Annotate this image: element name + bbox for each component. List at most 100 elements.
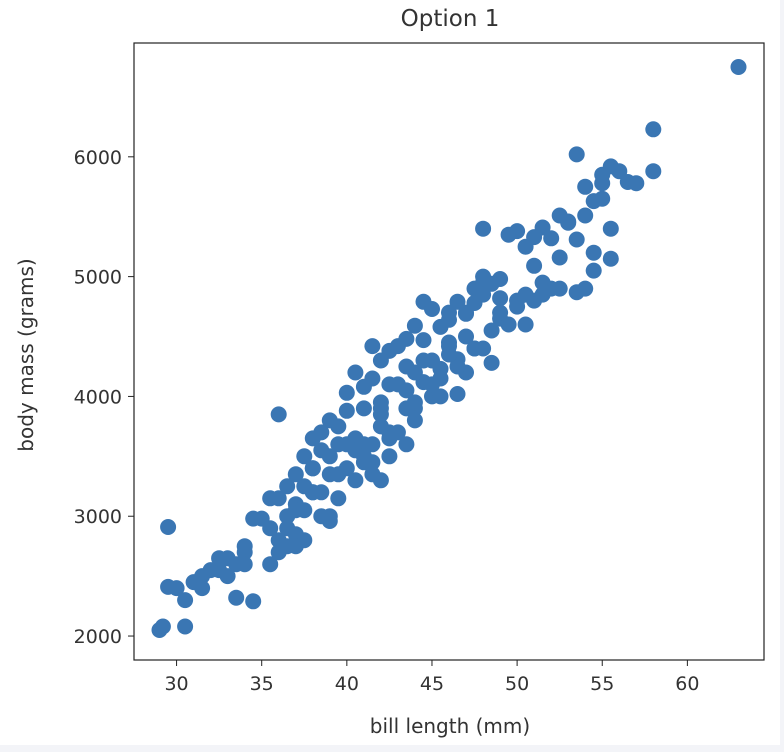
data-point [458,328,474,345]
data-point [534,274,551,291]
x-axis-ticks: 30 35 40 45 50 55 60 [164,660,699,695]
data-point [577,280,594,297]
data-point [568,231,585,248]
data-point [441,346,457,363]
data-point [287,466,304,483]
data-point [475,340,492,357]
chart-title: Option 1 [401,6,500,32]
data-point [406,394,423,411]
data-point [304,460,321,477]
x-tick-label: 60 [675,673,699,695]
data-point [364,370,381,387]
data-point [347,472,364,489]
data-point [628,175,645,192]
y-tick-label: 5000 [74,267,122,289]
x-tick-label: 30 [164,673,188,695]
y-axis-label: body mass (grams) [14,258,38,451]
data-point [585,262,602,279]
data-point [492,304,509,321]
y-tick-label: 4000 [74,386,122,408]
data-point [160,578,177,595]
data-point [449,386,466,402]
data-point [432,318,449,335]
data-point [177,618,194,635]
data-point [449,293,466,310]
data-point [236,556,253,573]
data-point [415,293,432,310]
data-point [287,538,304,555]
data-point [585,244,602,261]
data-point [432,360,449,377]
x-tick-label: 40 [335,673,359,695]
data-point [526,292,543,309]
data-point [262,520,279,537]
data-point [594,190,611,207]
data-point [475,268,492,285]
data-point [154,618,171,635]
data-point [551,249,568,266]
plot-frame [133,42,765,661]
data-point [372,352,389,369]
data-point [551,280,568,297]
data-point [602,220,619,237]
data-point [526,229,543,246]
x-tick-label: 45 [420,673,444,695]
data-point [509,298,526,315]
data-point [338,402,355,419]
y-axis-ticks: 2000 3000 4000 5000 6000 [74,147,134,648]
data-point [381,448,398,465]
y-tick-label: 3000 [74,506,122,528]
data-point [483,354,500,371]
data-point [279,520,296,537]
data-point [449,358,466,375]
data-point [398,436,415,453]
data-point [372,418,389,435]
data-point [406,317,423,334]
data-point [594,175,611,192]
data-point [245,510,262,527]
points-layer [151,59,747,638]
data-point [364,466,381,483]
data-point [543,230,560,247]
data-point [330,466,347,483]
data-point [509,223,526,240]
data-point [517,316,534,333]
data-point [194,580,211,597]
data-point [483,322,500,339]
data-point [526,257,543,274]
data-point [279,478,296,495]
data-point [424,376,440,393]
data-point [355,448,372,465]
data-point [577,178,594,195]
data-point [441,304,457,321]
data-point [304,484,321,501]
y-tick-label: 6000 [74,147,122,169]
data-point [355,436,372,453]
data-point [262,556,279,573]
data-point [602,250,619,267]
data-point [645,121,662,138]
data-point [730,59,747,75]
data-point [321,412,338,429]
data-point [245,593,262,610]
data-point [236,538,253,555]
data-point [381,376,398,393]
data-point [211,550,228,567]
data-point [262,490,279,507]
x-axis-label: bill length (mm) [370,714,530,738]
data-point [330,490,347,507]
data-point [270,406,287,423]
data-point [338,384,355,401]
data-point [560,214,577,231]
data-point [270,544,287,561]
data-point [645,163,662,180]
data-point [577,207,594,224]
data-point [338,436,355,453]
data-point [381,430,398,447]
data-point [372,400,389,417]
data-point [355,400,372,417]
data-point [415,332,432,349]
data-point [347,364,364,381]
data-point [492,290,509,307]
